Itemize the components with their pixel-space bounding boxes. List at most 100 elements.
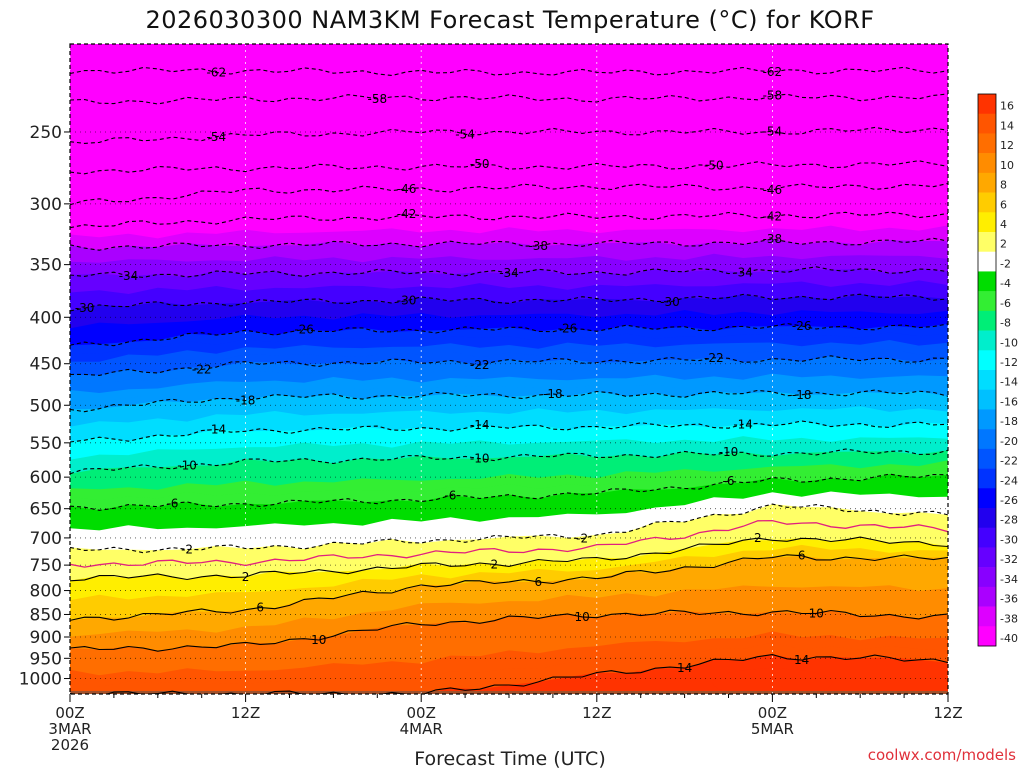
isotherm-line [70,355,948,376]
colorbar-label: -14 [1000,376,1018,389]
isotherm-line [70,448,948,475]
isotherm-label: -62 [763,65,783,79]
isotherm-line [70,293,948,312]
colorbar-label: -34 [1000,573,1018,586]
isotherm-label: 14 [794,653,809,667]
colorbar-label: -32 [1000,553,1018,566]
isotherm-label: -54 [763,124,783,138]
y-tick-label: 600 [30,468,62,488]
isotherm-line [70,126,948,144]
x-tick-label: 00Z [55,704,84,722]
colorbar-swatch [978,389,996,410]
colorbar-swatch [978,212,996,233]
isotherm-line [70,503,948,554]
colorbar-label: -36 [1000,593,1018,606]
colorbar-swatch [978,291,996,312]
isotherm-label: -14 [207,422,227,436]
colorbar-label: 14 [1000,119,1014,132]
isotherm-label: -30 [397,294,417,308]
isotherm-label: -30 [75,301,95,315]
isotherm-label: 6 [256,601,264,615]
isotherm-contours [70,66,948,694]
isotherm-label: -26 [294,322,314,336]
colorbar-swatch [978,172,996,193]
isotherm-label: -14 [470,418,490,432]
isotherm-label: 10 [311,633,326,647]
grid-lines [70,44,948,694]
colorbar-swatch [978,429,996,450]
freezing-line [70,519,948,568]
isotherm-label: -54 [207,130,227,144]
x-tick-label: 2026 [51,736,89,754]
isotherm-label: -6 [723,474,735,488]
isotherm-label: -38 [763,232,783,246]
isotherm-line [70,237,948,251]
colorbar-swatch [978,192,996,213]
isotherm-label: 2 [754,531,762,545]
isotherm-label: -22 [704,351,724,365]
isotherm-label: -34 [119,269,139,283]
colorbar-label: -8 [1000,317,1011,330]
isotherm-label: 10 [575,610,590,624]
y-tick-label: 250 [30,123,62,143]
y-tick-label: 400 [30,308,62,328]
colorbar-label: -30 [1000,533,1018,546]
isotherm-line [70,160,948,175]
colorbar-label: 2 [1000,238,1007,251]
isotherm-label: -46 [763,183,783,197]
colorbar-label: -12 [1000,356,1018,369]
isotherm-line [70,211,948,229]
isotherm-label: -30 [660,295,680,309]
isotherm-label: -10 [719,445,739,459]
isotherm-label: 2 [242,570,250,584]
isotherm-line [70,66,948,77]
y-tick-label: 350 [30,256,62,276]
y-tick-label: 900 [30,628,62,648]
isotherm-label: -54 [455,127,475,141]
colorbar-label: -22 [1000,455,1018,468]
y-tick-label: 950 [30,649,62,669]
isotherm-label: -2 [576,532,588,546]
colorbar-swatch [978,370,996,391]
colorbar-swatch [978,448,996,469]
colorbar: 16 14 12 10 8 6 4 2 -2 -4 -6 -8 -10 -12 -14 -16 -18 -20 -2… [977,93,1018,647]
isotherm-line [70,473,948,511]
x-tick-label: 3MAR [48,720,91,738]
isotherm-label: -26 [558,322,578,336]
colorbar-label: -38 [1000,612,1018,625]
colorbar-swatch [978,567,996,588]
colorbar-swatch [978,251,996,272]
colorbar-swatch [978,310,996,331]
x-tick-label: 5MAR [751,720,794,738]
credit-link[interactable]: coolwx.com/models [868,746,1016,764]
colorbar-label: -4 [1000,277,1011,290]
colorbar-swatch [978,232,996,253]
isotherm-label: -18 [792,388,812,402]
y-tick-label: 1000 [19,670,62,690]
colorbar-swatch [978,488,996,509]
x-tick-label: 12Z [582,704,611,722]
colorbar-swatch [978,153,996,174]
isotherm-label: -42 [763,209,783,223]
isotherm-line [70,420,948,443]
isotherm-line [70,536,948,582]
y-tick-label: 550 [30,434,62,454]
colorbar-label: 6 [1000,198,1007,211]
isotherm-label: -10 [177,458,197,472]
colorbar-frame [977,93,997,647]
ground-layer [70,690,948,694]
chart-title: 2026030300 NAM3KM Forecast Temperature (… [145,6,874,34]
isotherm-label: -34 [499,266,519,280]
isotherm-label: -18 [236,394,256,408]
y-tick-label: 800 [30,582,62,602]
isotherm-label: -6 [444,488,456,502]
isotherm-label: 6 [534,575,542,589]
isotherm-label: -34 [733,266,753,280]
colorbar-label: 10 [1000,159,1014,172]
colorbar-label: -18 [1000,415,1018,428]
isotherm-label: -10 [470,452,490,466]
colorbar-swatch [978,547,996,568]
isotherm-labels: -62 -62-58 -58-54 -54 -54-50 -50-46 -46-42 -42-… [75,65,824,675]
y-tick-label: 650 [30,500,62,520]
isotherm-label: -2 [181,542,193,556]
